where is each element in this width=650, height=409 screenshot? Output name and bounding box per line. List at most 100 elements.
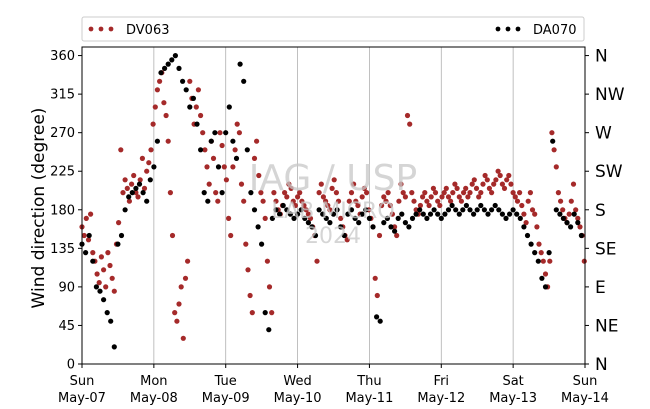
data-point — [180, 78, 186, 84]
data-point — [540, 258, 546, 264]
data-point — [568, 224, 574, 230]
data-point — [129, 190, 135, 196]
data-point — [172, 310, 178, 316]
data-point — [471, 211, 477, 217]
data-point — [111, 288, 117, 294]
data-point — [564, 220, 570, 226]
x-tick-date: May-11 — [345, 391, 393, 406]
data-point — [437, 202, 443, 209]
data-point — [107, 262, 113, 269]
data-point — [424, 215, 430, 221]
data-point — [269, 310, 275, 316]
x-tick-day: Fri — [434, 374, 450, 389]
data-point — [314, 258, 320, 264]
data-point — [103, 284, 109, 290]
data-point — [248, 190, 254, 196]
data-point — [247, 292, 253, 299]
data-point — [194, 121, 200, 127]
data-point — [210, 155, 217, 161]
data-point — [577, 224, 583, 230]
data-point — [476, 194, 482, 200]
data-point — [161, 100, 167, 106]
data-point — [190, 95, 196, 101]
data-point — [480, 181, 486, 187]
data-point — [385, 190, 391, 196]
data-point — [286, 181, 292, 187]
data-point — [320, 211, 326, 217]
data-point — [303, 207, 309, 213]
x-tick-day: Mon — [140, 374, 167, 389]
data-point — [366, 215, 372, 221]
data-point — [400, 190, 406, 196]
data-point — [392, 228, 398, 234]
data-point — [489, 190, 495, 196]
data-point — [550, 138, 556, 144]
data-point — [219, 142, 225, 149]
data-point — [493, 177, 499, 183]
data-point — [163, 112, 169, 119]
y-tick-label: 45 — [58, 319, 75, 334]
data-point — [394, 232, 400, 239]
data-point — [495, 168, 501, 174]
data-point — [514, 211, 520, 217]
data-point — [226, 215, 232, 221]
data-point — [542, 271, 549, 277]
data-point — [228, 232, 234, 239]
data-point — [420, 211, 426, 217]
data-point — [122, 177, 128, 183]
data-point — [413, 211, 419, 217]
data-point — [422, 190, 428, 196]
data-point — [463, 185, 469, 191]
data-point — [361, 185, 367, 191]
data-point — [409, 190, 415, 196]
data-point — [557, 211, 563, 217]
data-point — [517, 215, 523, 221]
data-point — [93, 284, 99, 290]
data-point — [255, 224, 261, 230]
x-tick-date: May-13 — [489, 391, 537, 406]
compass-label: E — [595, 278, 606, 298]
x-tick-date: May-12 — [417, 391, 465, 406]
x-tick-day: Tue — [214, 374, 237, 389]
data-point — [334, 207, 340, 213]
data-point — [427, 211, 434, 217]
x-tick-date: May-09 — [202, 391, 250, 406]
data-point — [329, 185, 335, 191]
data-point — [389, 211, 395, 217]
data-point — [234, 121, 240, 127]
data-point — [551, 147, 557, 153]
data-point — [517, 190, 523, 196]
data-point — [528, 241, 534, 247]
data-point — [465, 194, 471, 200]
data-point — [90, 250, 96, 256]
data-point — [331, 177, 337, 183]
x-tick-day: Sun — [573, 374, 598, 389]
data-point — [205, 198, 211, 204]
data-point — [165, 61, 171, 67]
data-point — [101, 267, 107, 273]
compass-label: SW — [595, 162, 623, 182]
data-point — [251, 155, 258, 161]
data-point — [529, 207, 536, 213]
data-point — [492, 202, 498, 209]
data-point — [439, 194, 445, 200]
data-point — [185, 258, 191, 264]
data-point — [187, 78, 193, 84]
data-point — [501, 185, 508, 191]
data-point — [251, 207, 258, 213]
data-point — [478, 202, 484, 209]
data-point — [426, 202, 432, 209]
data-point — [454, 185, 460, 191]
data-point — [140, 190, 146, 196]
data-point — [489, 207, 495, 213]
data-point — [282, 190, 288, 196]
y-tick-label: 315 — [50, 88, 75, 103]
x-tick-day: Sat — [502, 374, 523, 389]
data-point — [474, 207, 480, 213]
data-point — [208, 138, 214, 144]
data-point — [202, 147, 208, 153]
x-tick-date: May-08 — [130, 391, 178, 406]
y-tick-label: 180 — [50, 203, 75, 218]
x-tick-date: May-14 — [561, 391, 609, 406]
data-point — [546, 250, 552, 256]
